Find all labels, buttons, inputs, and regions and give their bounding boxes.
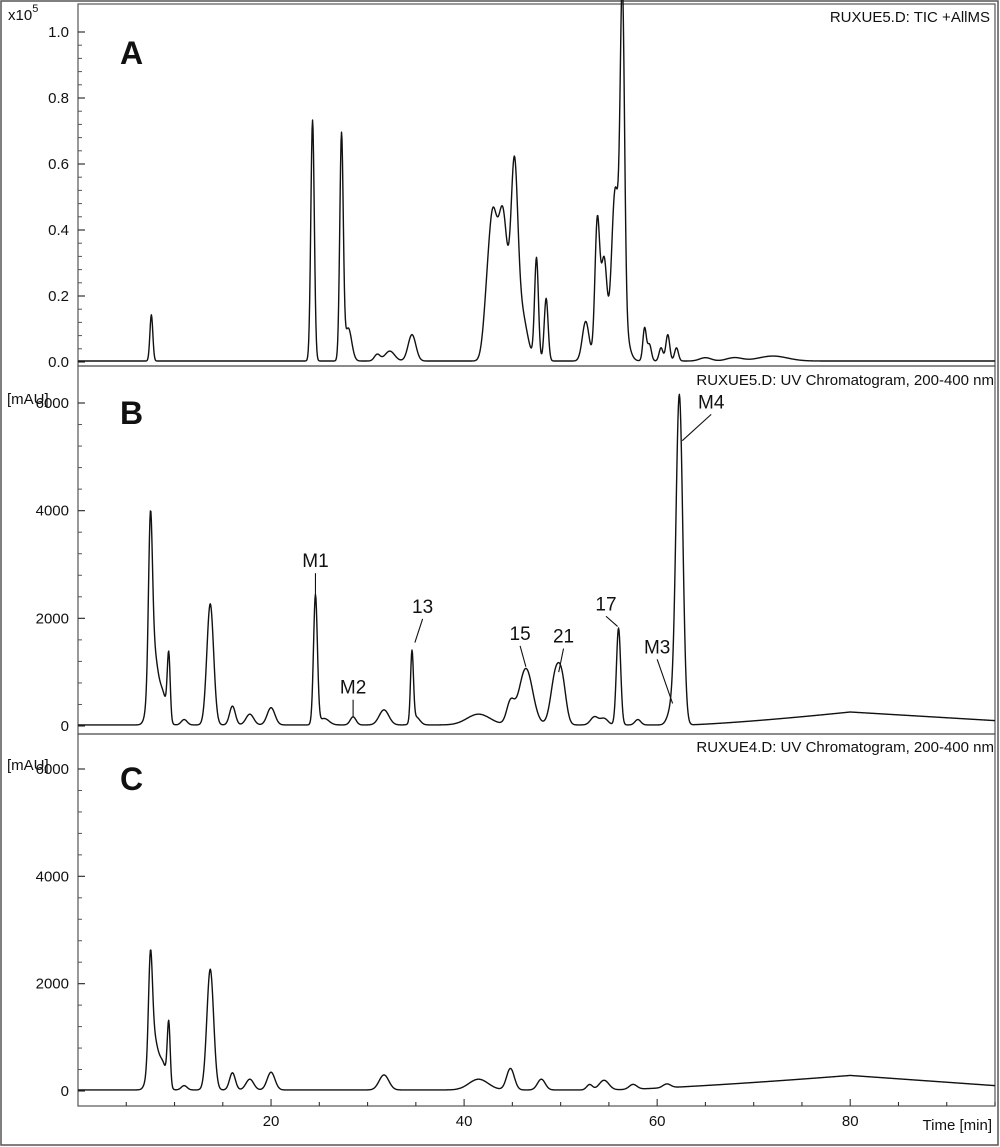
peak-label-leader-line — [605, 615, 618, 627]
panel-a-y-multiplier-base: x10 — [8, 7, 32, 24]
panel-b-peak-annotations: M1 M2 13 15 21 17 M3 M4 — [302, 392, 725, 718]
panel-c-chromatogram-trace — [77, 949, 996, 1091]
panel-c-x-tick-label: 80 — [842, 1113, 859, 1130]
panel-a-y-tick-label: 0.4 — [48, 222, 69, 239]
panel-b-y-tick-label: 2000 — [36, 610, 69, 627]
panel-a-y-multiplier: x105 — [8, 3, 38, 24]
peak-label-leader-line — [519, 645, 527, 667]
peak-label-15: 15 — [510, 624, 531, 645]
peak-label-17: 17 — [595, 594, 616, 615]
panel-c: C RUXUE4.D: UV Chromatogram, 200-400 nm … — [7, 733, 996, 1134]
panel-b-y-tick-label: 0 — [61, 718, 69, 735]
panel-c-x-tick-label: 60 — [649, 1113, 666, 1130]
panel-c-y-label: [mAU] — [7, 757, 49, 774]
panel-c-title: RUXUE4.D: UV Chromatogram, 200-400 nm — [696, 739, 994, 756]
panel-c-y-axis: 0 2000 4000 6000 — [36, 761, 85, 1100]
peak-label-leader-line — [656, 659, 674, 704]
panel-a-chromatogram-trace — [77, 0, 996, 362]
panel-b-chromatogram-trace — [77, 393, 996, 726]
peak-label-m2: M2 — [340, 678, 366, 699]
panel-c-letter: C — [120, 761, 143, 797]
panel-a-y-tick-label: 0.0 — [48, 354, 69, 371]
peak-label-m1: M1 — [302, 551, 328, 572]
panel-a-y-multiplier-exp: 5 — [32, 3, 38, 15]
panel-c-x-tick-label: 20 — [263, 1113, 280, 1130]
panel-a-y-axis: 0.0 0.2 0.4 0.6 0.8 1.0 — [48, 24, 85, 371]
panel-c-trace-group — [77, 949, 996, 1091]
panel-c-x-axis: 20 40 60 80 — [125, 1099, 996, 1130]
peak-label-21: 21 — [553, 627, 574, 648]
panel-b-y-tick-label: 4000 — [36, 503, 69, 520]
panel-a-title: RUXUE5.D: TIC +AllMS — [830, 9, 990, 26]
panel-b-trace-group — [77, 393, 996, 726]
peak-label-m3: M3 — [644, 637, 670, 658]
panel-c-y-tick-label: 4000 — [36, 868, 69, 885]
peak-label-leader-line — [414, 618, 424, 643]
panel-a-y-tick-label: 1.0 — [48, 24, 69, 41]
panel-b-y-axis: 0 2000 4000 6000 — [36, 395, 85, 735]
panel-a-y-tick-label: 0.2 — [48, 288, 69, 305]
peak-label-leader-line — [558, 648, 565, 673]
panel-b-title: RUXUE5.D: UV Chromatogram, 200-400 nm — [696, 372, 994, 389]
panel-c-y-tick-label: 2000 — [36, 976, 69, 993]
peak-label-m4: M4 — [698, 392, 725, 413]
panel-c-x-label: Time [min] — [923, 1117, 992, 1134]
panel-a-trace-group — [77, 0, 996, 362]
panel-b-y-label: [mAU] — [7, 391, 49, 408]
panel-a-letter: A — [120, 35, 143, 71]
panel-c-x-tick-label: 40 — [456, 1113, 473, 1130]
panel-b-letter: B — [120, 395, 143, 431]
panel-c-frame — [77, 733, 996, 1107]
panel-c-y-tick-label: 6000 — [36, 761, 69, 778]
panel-b-y-tick-label: 6000 — [36, 395, 69, 412]
panel-a-y-tick-label: 0.8 — [48, 90, 69, 107]
panel-a-y-tick-label: 0.6 — [48, 156, 69, 173]
panel-c-y-tick-label: 0 — [61, 1083, 69, 1100]
peak-label-leader-line — [681, 413, 712, 442]
peak-label-13: 13 — [412, 597, 433, 618]
